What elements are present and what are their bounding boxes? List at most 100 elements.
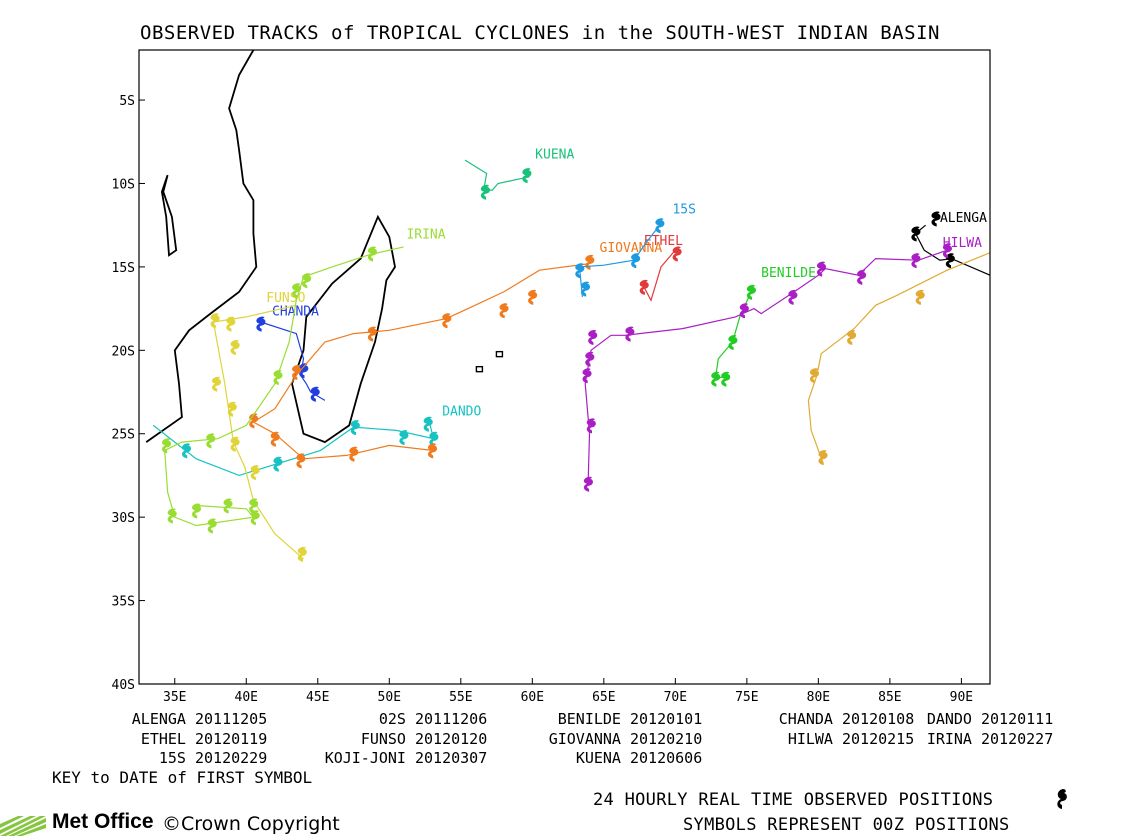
cyclone-glyph xyxy=(911,253,921,269)
cyclone-glyph xyxy=(915,289,925,305)
cyclone-glyph xyxy=(847,330,857,345)
cyclone-symbol xyxy=(480,184,490,200)
track-chanda: CHANDA xyxy=(256,304,326,402)
cyclone-symbol xyxy=(588,330,598,345)
cyclone-glyph xyxy=(399,430,409,446)
x-tick-label: 50E xyxy=(378,690,401,705)
key-storm-date: 20120215 xyxy=(842,730,915,748)
key-entry: DANDO 20120111 xyxy=(921,710,1053,728)
cyclone-symbol xyxy=(206,433,216,449)
cyclone-glyph xyxy=(442,313,452,329)
x-tick-label: 80E xyxy=(807,690,830,705)
cyclone-glyph xyxy=(210,313,220,329)
cyclone-glyph xyxy=(582,368,592,384)
cyclone-symbol xyxy=(911,253,921,269)
cyclone-glyph xyxy=(292,365,302,380)
cyclone-glyph xyxy=(226,316,236,332)
key-storm-date: 20120111 xyxy=(981,710,1054,728)
cyclone-symbol xyxy=(585,351,595,367)
key-caption: KEY to DATE of FIRST SYMBOL xyxy=(52,768,313,787)
track-koji-joni xyxy=(807,252,990,466)
cyclone-symbol xyxy=(639,279,649,295)
key-entry: HILWA 20120215 xyxy=(702,730,914,748)
reunion-island xyxy=(475,365,484,373)
cyclone-symbol xyxy=(399,430,409,446)
cyclone-symbol xyxy=(367,326,377,342)
cyclone-glyph xyxy=(739,303,749,319)
cyclone-symbol-icon xyxy=(1057,789,1067,809)
cyclone-glyph xyxy=(625,326,635,342)
track-line xyxy=(584,249,948,484)
cyclone-symbol xyxy=(809,368,819,384)
storm-label: GIOVANNA xyxy=(600,241,663,256)
cyclone-glyph xyxy=(191,503,202,519)
track-line xyxy=(164,246,404,527)
cyclone-glyph xyxy=(256,316,266,332)
cyclone-symbol xyxy=(631,253,641,269)
cyclone-symbol xyxy=(250,510,260,526)
cyclone-symbol xyxy=(349,446,359,462)
key-storm-date: 20120120 xyxy=(415,730,488,748)
track-15s: 15S xyxy=(575,203,696,297)
cyclone-glyph xyxy=(522,168,532,184)
key-storm-date: 20120108 xyxy=(842,710,915,728)
x-tick-label: 85E xyxy=(878,690,901,705)
cyclone-symbol xyxy=(582,368,592,384)
cyclone-symbol xyxy=(273,456,283,472)
y-tick-label: 15S xyxy=(112,261,135,276)
x-tick-label: 75E xyxy=(735,690,758,705)
cyclone-glyph xyxy=(588,330,598,345)
cyclone-glyph xyxy=(270,431,280,447)
key-entry: IRINA 20120227 xyxy=(921,730,1053,748)
storm-label: FUNSO xyxy=(266,291,305,306)
key-storm-name: 15S xyxy=(158,749,195,767)
cyclone-glyph xyxy=(942,243,952,259)
key-storm-name: ALENGA xyxy=(131,710,195,728)
x-tick-label: 70E xyxy=(664,690,687,705)
key-entry: KOJI-JONI 20120307 xyxy=(283,749,488,767)
cyclone-glyph xyxy=(655,218,665,234)
cyclone-glyph xyxy=(816,261,827,277)
y-tick-label: 5S xyxy=(119,94,135,109)
cyclone-symbol xyxy=(167,508,177,524)
cyclone-glyph xyxy=(429,431,439,447)
track-dando: DANDO xyxy=(152,404,482,477)
cyclone-symbol xyxy=(911,226,921,242)
key-storm-name: FUNSO xyxy=(360,730,415,748)
cyclone-glyph xyxy=(206,433,216,449)
cyclone-glyph xyxy=(299,363,309,379)
track-giovanna: GIOVANNA xyxy=(249,241,662,469)
cyclone-symbol xyxy=(711,371,721,387)
cyclone-glyph xyxy=(746,284,756,300)
x-tick-label: 60E xyxy=(521,690,544,705)
cyclone-symbol xyxy=(931,211,941,227)
x-tick-label: 90E xyxy=(950,690,973,705)
cyclone-symbol xyxy=(296,453,306,469)
key-storm-name: GIOVANNA xyxy=(548,730,630,748)
storm-label: ALENGA xyxy=(940,211,987,226)
cyclone-glyph xyxy=(310,386,320,402)
cyclone-symbol xyxy=(788,289,798,305)
cyclone-symbol xyxy=(721,371,731,387)
cyclone-glyph xyxy=(423,416,433,432)
cyclone-symbol xyxy=(442,313,452,329)
cyclone-symbol xyxy=(273,370,283,385)
cyclone-symbol xyxy=(575,263,585,279)
key-storm-date: 20120307 xyxy=(415,749,488,767)
x-tick-label: 55E xyxy=(449,690,472,705)
cyclone-glyph xyxy=(575,263,585,279)
key-storm-date: 20120606 xyxy=(630,749,703,767)
key-entry: ETHEL 20120119 xyxy=(75,730,267,748)
cyclone-symbol xyxy=(211,376,222,392)
key-storm-date: 20111206 xyxy=(415,710,488,728)
cyclone-symbol xyxy=(746,284,756,300)
track-alenga: ALENGA xyxy=(911,211,990,276)
cyclone-symbol xyxy=(429,431,439,447)
cyclone-glyph xyxy=(427,443,438,459)
met-office-logo: Met Office ©Crown Copyright xyxy=(0,810,390,840)
track-line xyxy=(914,224,990,276)
track-line xyxy=(152,421,435,477)
y-tick-label: 30S xyxy=(112,511,135,526)
key-storm-name: CHANDA xyxy=(778,710,842,728)
